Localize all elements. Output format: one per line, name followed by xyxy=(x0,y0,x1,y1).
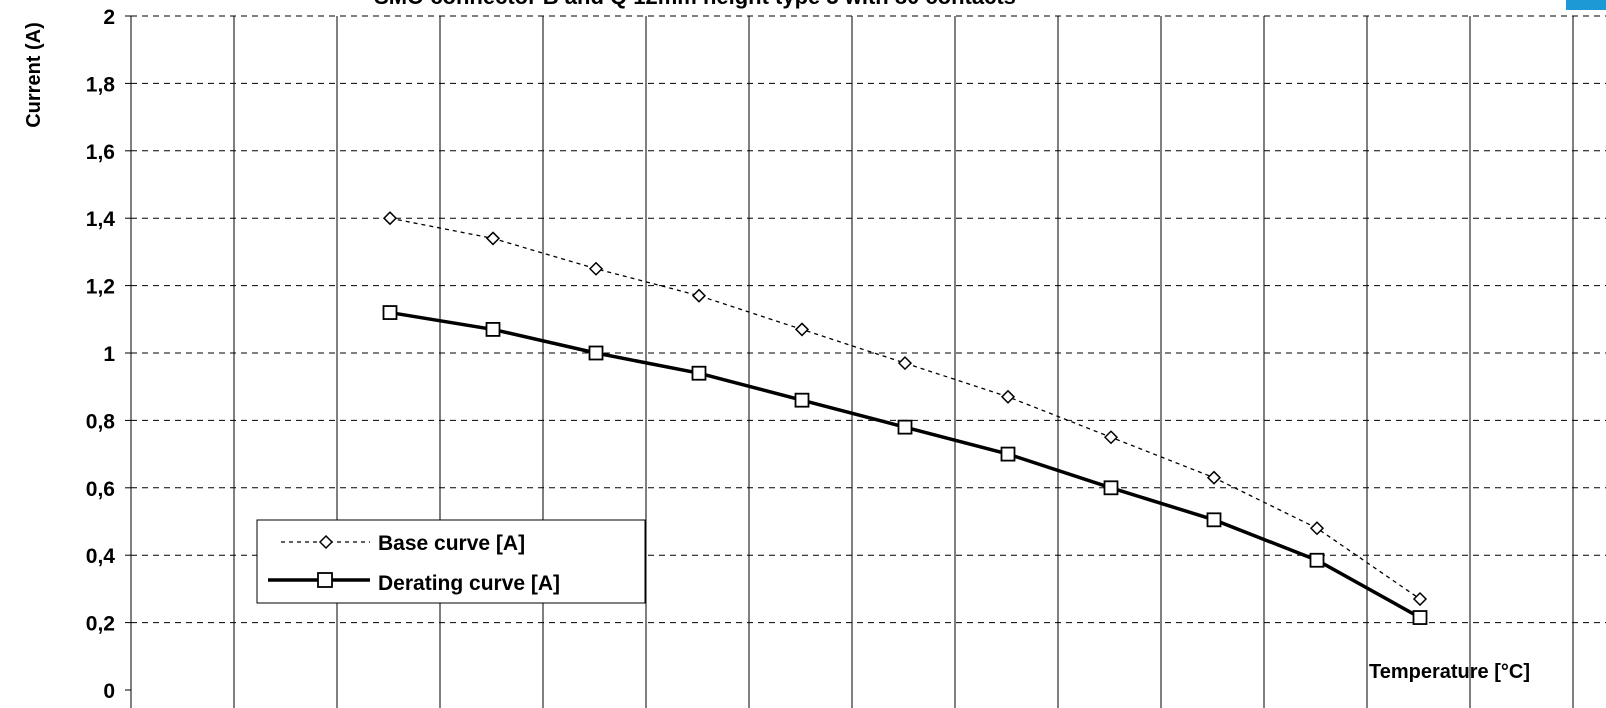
base-point xyxy=(588,261,604,276)
base-point xyxy=(1309,521,1325,536)
derating-point xyxy=(1309,552,1325,568)
y-tick-label: 1 xyxy=(103,343,115,366)
grid xyxy=(131,15,1606,708)
y-tick-label: 0,6 xyxy=(86,478,115,501)
corner-accent xyxy=(1566,0,1606,10)
derating-point xyxy=(1103,480,1119,496)
derating-point xyxy=(485,322,501,337)
base-point xyxy=(794,322,810,337)
legend-base-label: Base curve [A] xyxy=(378,532,525,555)
legend-base-marker xyxy=(318,534,334,550)
derating-point xyxy=(794,392,810,408)
series xyxy=(382,211,1428,625)
y-tick-label: 1,6 xyxy=(86,141,115,164)
y-tick-label: 1,2 xyxy=(86,276,115,299)
y-tick-label: 2 xyxy=(103,6,115,29)
derating-point xyxy=(897,419,913,435)
derating-point xyxy=(1412,610,1428,625)
derating-point xyxy=(1000,446,1016,462)
derating-point xyxy=(588,345,604,361)
y-tick-label: 1,8 xyxy=(86,73,116,96)
base-point xyxy=(897,356,913,371)
y-tick-label: 0,2 xyxy=(86,613,115,636)
base-point xyxy=(691,288,707,303)
y-tick-labels: 0 0,2 0,4 0,6 0,8 1 1,2 1,4 1,6 1,8 2 xyxy=(86,6,131,703)
legend-box xyxy=(256,519,646,604)
base-point xyxy=(1103,430,1119,445)
y-axis-title: Current (A) xyxy=(23,22,45,128)
series-line-0 xyxy=(389,217,1421,600)
legend-derating-label: Derating curve [A] xyxy=(378,572,560,595)
base-point xyxy=(485,231,501,246)
derating-point xyxy=(691,365,707,381)
legend-item-derating: Derating curve [A] xyxy=(268,572,560,595)
legend-item-base: Base curve [A] xyxy=(281,532,525,555)
y-tick-label: 1,4 xyxy=(86,208,116,231)
y-tick-label: 0,8 xyxy=(86,410,116,433)
legend-derating-marker xyxy=(317,572,333,588)
y-tick-label: 0,4 xyxy=(86,545,116,568)
base-point xyxy=(1000,389,1016,404)
derating-point xyxy=(1206,512,1222,528)
base-point xyxy=(1206,470,1222,485)
y-tick-label: 0 xyxy=(103,680,115,703)
x-axis-title: Temperature [°C] xyxy=(1369,661,1530,683)
base-point xyxy=(382,211,398,226)
derating-point xyxy=(382,305,398,320)
base-point xyxy=(1412,591,1428,607)
legend: Base curve [A] Derating curve [A] xyxy=(256,519,646,604)
chart-title: SMC-connector B and Q 12mm height type 3… xyxy=(374,0,1016,9)
